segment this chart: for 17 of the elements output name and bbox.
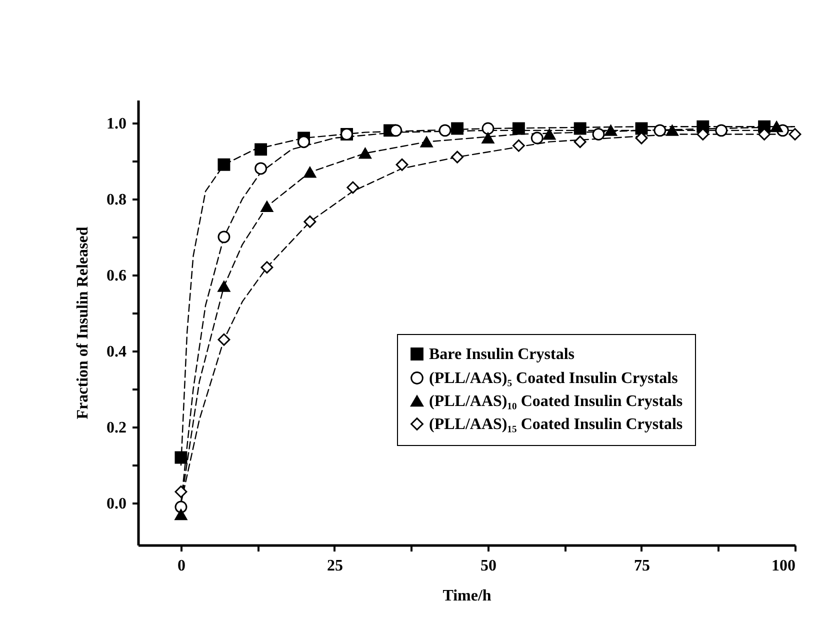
- legend-label: (PLL/AAS)₁₅ Coated Insulin Crystals: [429, 416, 683, 433]
- y-tick-label: 0.6: [106, 267, 126, 284]
- x-tick-label: 75: [634, 558, 650, 574]
- x-axis-title: Time/h: [442, 588, 492, 604]
- legend-label: (PLL/AAS)₅ Coated Insulin Crystals: [429, 370, 678, 387]
- legend-label: (PLL/AAS)₁₀ Coated Insulin Crystals: [429, 393, 683, 410]
- y-tick-label: 1.0: [106, 115, 126, 132]
- y-tick-label: 0.0: [106, 496, 126, 513]
- y-axis-title: Fraction of Insulin Released: [74, 226, 92, 420]
- x-tick-label: 100: [772, 558, 796, 574]
- x-tick-label: 25: [326, 558, 343, 574]
- x-tick-label: 50: [480, 558, 496, 574]
- legend-label: Bare Insulin Crystals: [429, 346, 575, 363]
- y-tick-label: 0.8: [106, 191, 126, 208]
- y-tick-label: 0.2: [106, 420, 126, 437]
- x-tick-label: 0: [177, 558, 186, 574]
- y-tick-label: 0.4: [106, 344, 126, 361]
